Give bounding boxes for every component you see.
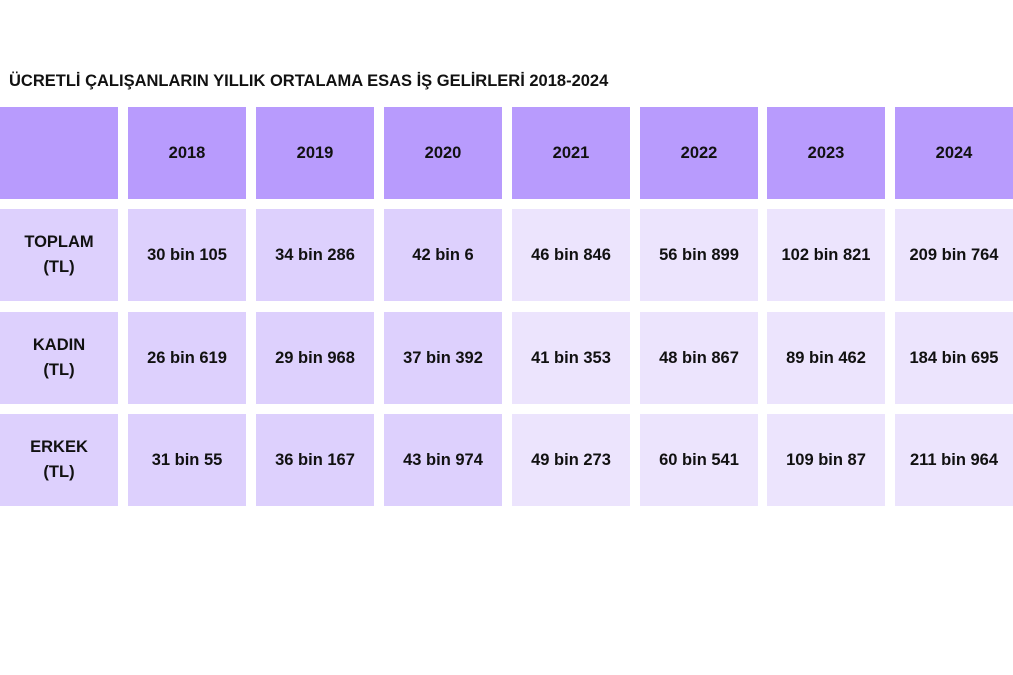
row-label-erkek: ERKEK (TL)	[0, 414, 118, 506]
table-cell-kadin-2021: 41 bin 353	[512, 312, 630, 404]
column-header-2019: 2019	[256, 107, 374, 199]
table-cell-toplam-2018: 30 bin 105	[128, 209, 246, 301]
table-cell-kadin-2022: 48 bin 867	[640, 312, 758, 404]
header-corner-cell	[0, 107, 118, 199]
row-label-line: ERKEK	[30, 438, 88, 456]
table-cell-erkek-2019: 36 bin 167	[256, 414, 374, 506]
table-cell-erkek-2020: 43 bin 974	[384, 414, 502, 506]
column-header-2022: 2022	[640, 107, 758, 199]
table-cell-toplam-2019: 34 bin 286	[256, 209, 374, 301]
row-label-line: KADIN	[32, 336, 86, 354]
table-cell-erkek-2023: 109 bin 87	[767, 414, 885, 506]
table-cell-toplam-2024: 209 bin 764	[895, 209, 1013, 301]
column-header-2024: 2024	[895, 107, 1013, 199]
column-header-2023: 2023	[767, 107, 885, 199]
table-cell-kadin-2018: 26 bin 619	[128, 312, 246, 404]
row-label-line: TOPLAM	[24, 233, 94, 251]
table-cell-erkek-2021: 49 bin 273	[512, 414, 630, 506]
table-cell-toplam-2022: 56 bin 899	[640, 209, 758, 301]
table-cell-kadin-2020: 37 bin 392	[384, 312, 502, 404]
row-label-unit: (TL)	[43, 361, 75, 379]
column-header-2018: 2018	[128, 107, 246, 199]
column-header-2020: 2020	[384, 107, 502, 199]
table-cell-kadin-2019: 29 bin 968	[256, 312, 374, 404]
table-cell-kadin-2023: 89 bin 462	[767, 312, 885, 404]
row-label-toplam: TOPLAM (TL)	[0, 209, 118, 301]
column-header-2021: 2021	[512, 107, 630, 199]
table-cell-toplam-2020: 42 bin 6	[384, 209, 502, 301]
row-label-kadin: KADIN (TL)	[0, 312, 118, 404]
table-cell-erkek-2022: 60 bin 541	[640, 414, 758, 506]
row-label-unit: (TL)	[43, 258, 75, 276]
row-label-unit: (TL)	[43, 463, 75, 481]
table-cell-kadin-2024: 184 bin 695	[895, 312, 1013, 404]
chart-title: ÜCRETLİ ÇALIŞANLARIN YILLIK ORTALAMA ESA…	[9, 72, 609, 90]
table-cell-erkek-2018: 31 bin 55	[128, 414, 246, 506]
table-cell-erkek-2024: 211 bin 964	[895, 414, 1013, 506]
table-cell-toplam-2021: 46 bin 846	[512, 209, 630, 301]
table-cell-toplam-2023: 102 bin 821	[767, 209, 885, 301]
